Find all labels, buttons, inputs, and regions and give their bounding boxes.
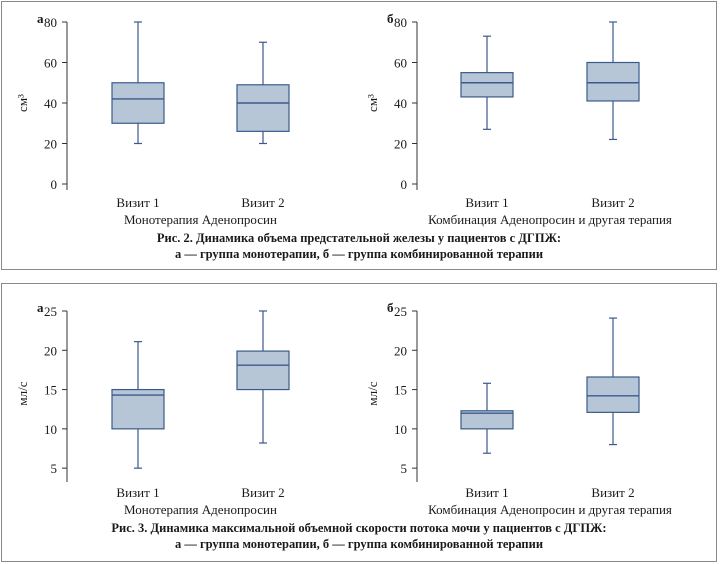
figure-2-caption: Рис. 2. Динамика объема предстательной ж… (2, 230, 716, 262)
fig2-panel-b-y-tick-label: 0 (401, 177, 408, 192)
figure-2-panel-b: 0 20 40 60 80б см³ Визит 1 Визит 2 Комбинация Ад… (365, 11, 672, 227)
figure-2-caption-line-1: Рис. 2. Динамика объема предстательной ж… (156, 231, 562, 245)
figure-2-panel-a: 0 20 40 60 80а см³ Визит 1 Визит 2 Монотерапия А… (15, 11, 290, 227)
fig2-panel-a-y-tick-label: 60 (44, 56, 57, 71)
fig2-panel-b-y-tick-label: 20 (394, 137, 407, 152)
figure-3-caption: Рис. 3. Динамика максимальной объемной с… (2, 520, 716, 552)
figure-3-panel-a: 5 10 15 20 25а мл/с Визит 1 Визит 2 Монотерапия … (15, 300, 290, 517)
box-iqr (586, 376, 640, 413)
fig3-panel-b-category-label: Визит 2 (591, 485, 634, 500)
fig3-panel-a-x-label: Монотерапия Аденопросин (124, 502, 277, 517)
fig2-panel-b-box-2 (586, 21, 640, 141)
figure-2-caption-line-2: а — группа монотерапии, б — группа комби… (174, 247, 544, 261)
fig3-panel-b-y-tick-label: 10 (394, 422, 407, 437)
fig2-panel-a-y-label: см³ (15, 94, 30, 112)
figure-3-urine-flow: 5 10 15 20 25 а мл/с Визит 1 Визит 2 Монотерапия … (1, 283, 717, 562)
fig2-panel-b-category-label: Визит 2 (591, 195, 634, 210)
fig2-panel-b-y-label: см³ (365, 94, 380, 112)
fig3-panel-a-y-tick-label: 25 (44, 304, 57, 319)
fig3-panel-b-label: б (387, 300, 394, 315)
fig2-panel-a-label: а (37, 11, 44, 26)
fig3-panel-a-y-tick-label: 15 (44, 383, 57, 398)
figure-2-prostate-volume: 0 20 40 60 80 а см³ Визит 1 Визит 2 Монотерапия А… (1, 1, 717, 270)
fig3-panel-a-y-tick-label: 10 (44, 422, 57, 437)
figure-3-caption-line-2: а — группа монотерапии, б — группа комби… (174, 537, 544, 551)
fig3-panel-a-category-label: Визит 2 (241, 485, 284, 500)
fig2-panel-a-y-tick-label: 20 (44, 137, 57, 152)
fig3-panel-a-box-1 (111, 341, 165, 469)
box-iqr (586, 61, 640, 102)
fig3-panel-b-category-label: Визит 1 (465, 485, 508, 500)
box-iqr (236, 350, 290, 391)
fig2-panel-a-y-tick-label: 0 (51, 177, 58, 192)
fig2-panel-a-category-label: Визит 2 (241, 195, 284, 210)
fig2-panel-a-y-tick-label: 80 (44, 15, 57, 30)
fig3-panel-b-y-tick-label: 5 (401, 461, 408, 476)
fig2-panel-a-box-1 (111, 21, 165, 145)
fig3-panel-b-box-1 (460, 382, 514, 454)
box-iqr (460, 72, 514, 98)
fig2-panel-b-y-tick-label: 60 (394, 56, 407, 71)
fig3-panel-b-y-label: мл/с (365, 381, 380, 405)
fig3-panel-a-y-tick-label: 5 (51, 461, 58, 476)
box-iqr (460, 410, 514, 430)
fig3-panel-b-y-tick-label: 15 (394, 383, 407, 398)
box-iqr (111, 388, 165, 430)
fig3-panel-a-label: а (37, 300, 44, 315)
fig2-panel-b-y-tick-label: 40 (394, 96, 407, 111)
fig3-panel-b-y-tick-label: 25 (394, 304, 407, 319)
fig2-panel-a-category-label: Визит 1 (116, 195, 159, 210)
fig2-panel-b-box-1 (460, 35, 514, 130)
figure-3-caption-line-1: Рис. 3. Динамика максимальной объемной с… (111, 521, 607, 535)
fig3-panel-a-y-tick-label: 20 (44, 343, 57, 358)
fig2-panel-a-y-tick-label: 40 (44, 96, 57, 111)
fig3-panel-a-category-label: Визит 1 (116, 485, 159, 500)
fig3-panel-b-x-label: Комбинация Аденопросин и другая терапия (428, 502, 672, 517)
fig3-panel-a-box-2 (236, 310, 290, 444)
box-iqr (111, 82, 165, 124)
fig2-panel-a-x-label: Монотерапия Аденопросин (124, 212, 277, 227)
fig2-panel-b-x-label: Комбинация Аденопросин и другая терапия (428, 212, 672, 227)
fig3-panel-b-y-tick-label: 20 (394, 343, 407, 358)
box-iqr (236, 84, 290, 132)
fig2-panel-b-y-tick-label: 80 (394, 15, 407, 30)
fig2-panel-a-box-2 (236, 41, 290, 145)
fig2-panel-b-category-label: Визит 1 (465, 195, 508, 210)
fig3-panel-b-box-2 (586, 317, 640, 446)
fig2-panel-b-label: б (387, 11, 394, 26)
figure-3-panel-b: 5 10 15 20 25б мл/с Визит 1 Визит 2 Комбинация А… (365, 300, 672, 517)
fig3-panel-a-y-label: мл/с (15, 381, 30, 405)
